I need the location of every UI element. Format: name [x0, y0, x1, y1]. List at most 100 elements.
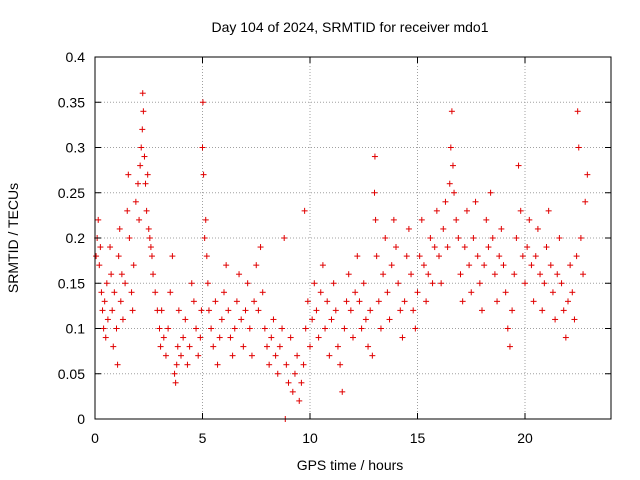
data-point	[143, 207, 150, 214]
data-point	[313, 307, 320, 314]
data-point	[408, 271, 415, 278]
data-point	[108, 271, 115, 278]
data-point	[339, 388, 346, 395]
data-point	[341, 325, 348, 332]
data-point	[567, 262, 574, 269]
y-axis-label: SRMTID / TECUs	[5, 183, 21, 293]
data-point	[114, 361, 121, 368]
data-point	[504, 325, 511, 332]
data-point	[574, 108, 581, 115]
y-tick-label: 0.4	[66, 49, 86, 65]
data-point	[225, 307, 232, 314]
x-tick-label: 5	[199, 430, 207, 446]
data-point	[517, 207, 524, 214]
data-point	[156, 325, 163, 332]
data-point	[309, 316, 316, 323]
data-point	[188, 280, 195, 287]
data-point	[240, 343, 247, 350]
data-point	[420, 262, 427, 269]
data-point	[291, 370, 298, 377]
data-point	[283, 361, 290, 368]
data-point	[302, 325, 309, 332]
data-point	[98, 289, 105, 296]
data-point	[162, 352, 169, 359]
data-point	[369, 352, 376, 359]
data-point	[199, 144, 206, 151]
data-point	[210, 343, 217, 350]
data-point	[205, 307, 212, 314]
data-point	[126, 235, 133, 241]
data-point	[116, 225, 123, 232]
data-point	[474, 253, 481, 260]
data-point	[552, 316, 559, 323]
data-point	[315, 334, 322, 341]
data-point	[281, 235, 288, 241]
data-point	[541, 280, 548, 287]
data-point	[214, 361, 221, 368]
data-point	[186, 343, 193, 350]
data-point	[446, 180, 453, 187]
data-point	[470, 235, 477, 241]
data-point	[113, 325, 120, 332]
y-tick-label: 0.1	[66, 321, 86, 337]
x-tick-labels: 0 5 10 15 20	[91, 430, 533, 446]
data-point	[524, 244, 531, 251]
data-point	[238, 316, 245, 323]
data-point	[216, 334, 223, 341]
y-tick-label: 0.15	[58, 275, 85, 291]
data-point	[190, 298, 197, 305]
data-point	[371, 189, 378, 196]
grid-lines	[95, 57, 611, 419]
data-point	[270, 316, 277, 323]
data-point	[197, 334, 204, 341]
data-point	[233, 298, 240, 305]
data-point	[509, 307, 516, 314]
data-point	[442, 198, 449, 205]
data-point	[101, 298, 108, 305]
data-point	[178, 352, 184, 359]
data-point	[571, 316, 578, 323]
data-point	[565, 298, 571, 305]
x-tick-label: 15	[410, 430, 426, 446]
data-point	[532, 253, 539, 260]
data-point	[138, 144, 145, 151]
data-point	[416, 253, 423, 260]
data-point	[451, 189, 458, 196]
data-point	[399, 334, 406, 341]
data-point	[526, 216, 533, 223]
data-point	[330, 280, 337, 287]
data-point	[107, 244, 114, 251]
data-point	[130, 262, 137, 269]
data-point	[384, 289, 391, 296]
y-tick-label: 0	[77, 411, 85, 427]
y-tick-label: 0.3	[66, 140, 86, 156]
data-point	[231, 325, 238, 332]
chart-title: Day 104 of 2024, SRMTID for receiver mdo…	[211, 19, 488, 35]
data-point	[100, 325, 107, 332]
data-point	[274, 370, 281, 377]
data-point	[412, 325, 419, 332]
data-point	[334, 343, 341, 350]
data-point	[494, 298, 501, 305]
data-point	[307, 343, 313, 350]
data-point	[468, 289, 475, 296]
data-point	[317, 289, 324, 296]
data-point	[248, 352, 255, 359]
data-point	[365, 343, 372, 350]
data-point	[427, 235, 434, 241]
data-point	[352, 289, 359, 296]
data-point	[500, 262, 507, 269]
data-point	[356, 298, 363, 305]
data-point	[193, 325, 200, 332]
data-point	[423, 298, 430, 305]
data-point	[429, 280, 436, 287]
data-point	[147, 244, 154, 251]
data-point	[261, 325, 268, 332]
data-point	[200, 171, 207, 178]
data-point	[386, 316, 393, 323]
data-point	[294, 352, 301, 359]
data-point	[414, 289, 421, 296]
data-point	[543, 244, 550, 251]
data-point	[150, 271, 157, 278]
